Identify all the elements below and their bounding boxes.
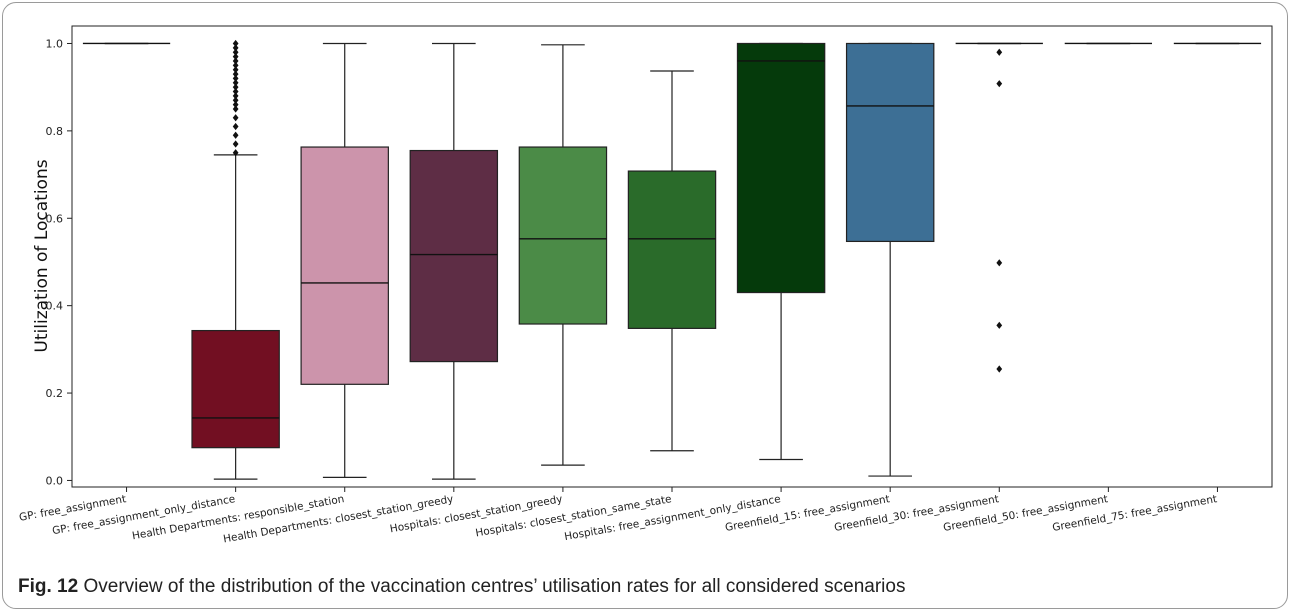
outlier-1-13 (232, 70, 239, 78)
outlier-1-19 (232, 44, 239, 52)
outlier-1-7 (232, 96, 239, 104)
outlier-1-5 (232, 105, 239, 113)
outlier-1-16 (232, 57, 239, 65)
box-2 (300, 42, 389, 478)
outlier-1-1 (232, 140, 239, 148)
box-body-5 (627, 170, 717, 329)
outlier-1-10 (232, 83, 239, 91)
outlier-8-0 (996, 48, 1003, 56)
outlier-1-3 (232, 122, 239, 131)
outlier-1-12 (232, 74, 239, 83)
outlier-8-3 (996, 321, 1003, 329)
y-tick-label-4: 0.8 (46, 125, 64, 138)
y-tick-label-0: 0.0 (46, 474, 64, 487)
box-3 (409, 42, 499, 480)
outlier-1-15 (232, 61, 239, 69)
outlier-1-18 (232, 48, 239, 56)
outlier-8-4 (996, 365, 1003, 373)
outlier-1-8 (232, 92, 239, 100)
box-body-6 (736, 42, 826, 294)
outlier-1-0 (232, 149, 239, 157)
box-5 (627, 70, 717, 452)
figure-caption: Fig. 12 Overview of the distribution of … (18, 576, 905, 598)
box-4 (518, 44, 608, 466)
box-body-2 (300, 146, 389, 385)
caption-label: Fig. 12 (18, 576, 79, 597)
outlier-8-1 (996, 80, 1003, 88)
box-body-4 (518, 146, 608, 325)
outlier-1-2 (232, 131, 239, 139)
outlier-1-9 (232, 87, 239, 96)
y-tick-label-1: 0.2 (46, 387, 64, 400)
outlier-1-14 (232, 66, 239, 74)
outlier-8-2 (996, 259, 1003, 267)
box-body-3 (409, 149, 499, 363)
outlier-1-4 (232, 114, 239, 122)
box-body-7 (845, 42, 935, 243)
outlier-1-11 (232, 79, 239, 87)
box-plot-chart: 0.0 0.2 0.4 0.6 0.8 1.0 GP: free_assignmentGP… (18, 25, 1273, 546)
outlier-1-20 (232, 39, 239, 48)
y-tick-label-5: 1.0 (46, 37, 64, 50)
box-7 (845, 42, 935, 477)
box-6 (736, 42, 826, 461)
outlier-1-17 (232, 52, 239, 61)
y-tick-label-2: 0.4 (46, 300, 64, 313)
box-body-1 (191, 329, 280, 449)
box-8 (955, 42, 1043, 373)
box-series (82, 39, 1262, 480)
outlier-1-6 (232, 101, 239, 109)
caption-text: Overview of the distribution of the vacc… (83, 576, 906, 597)
y-axis-label: Utilization of Locations (32, 159, 52, 352)
box-1 (191, 39, 280, 480)
y-axis: 0.0 0.2 0.4 0.6 0.8 1.0 (46, 37, 72, 487)
y-tick-label-3: 0.6 (46, 212, 64, 225)
